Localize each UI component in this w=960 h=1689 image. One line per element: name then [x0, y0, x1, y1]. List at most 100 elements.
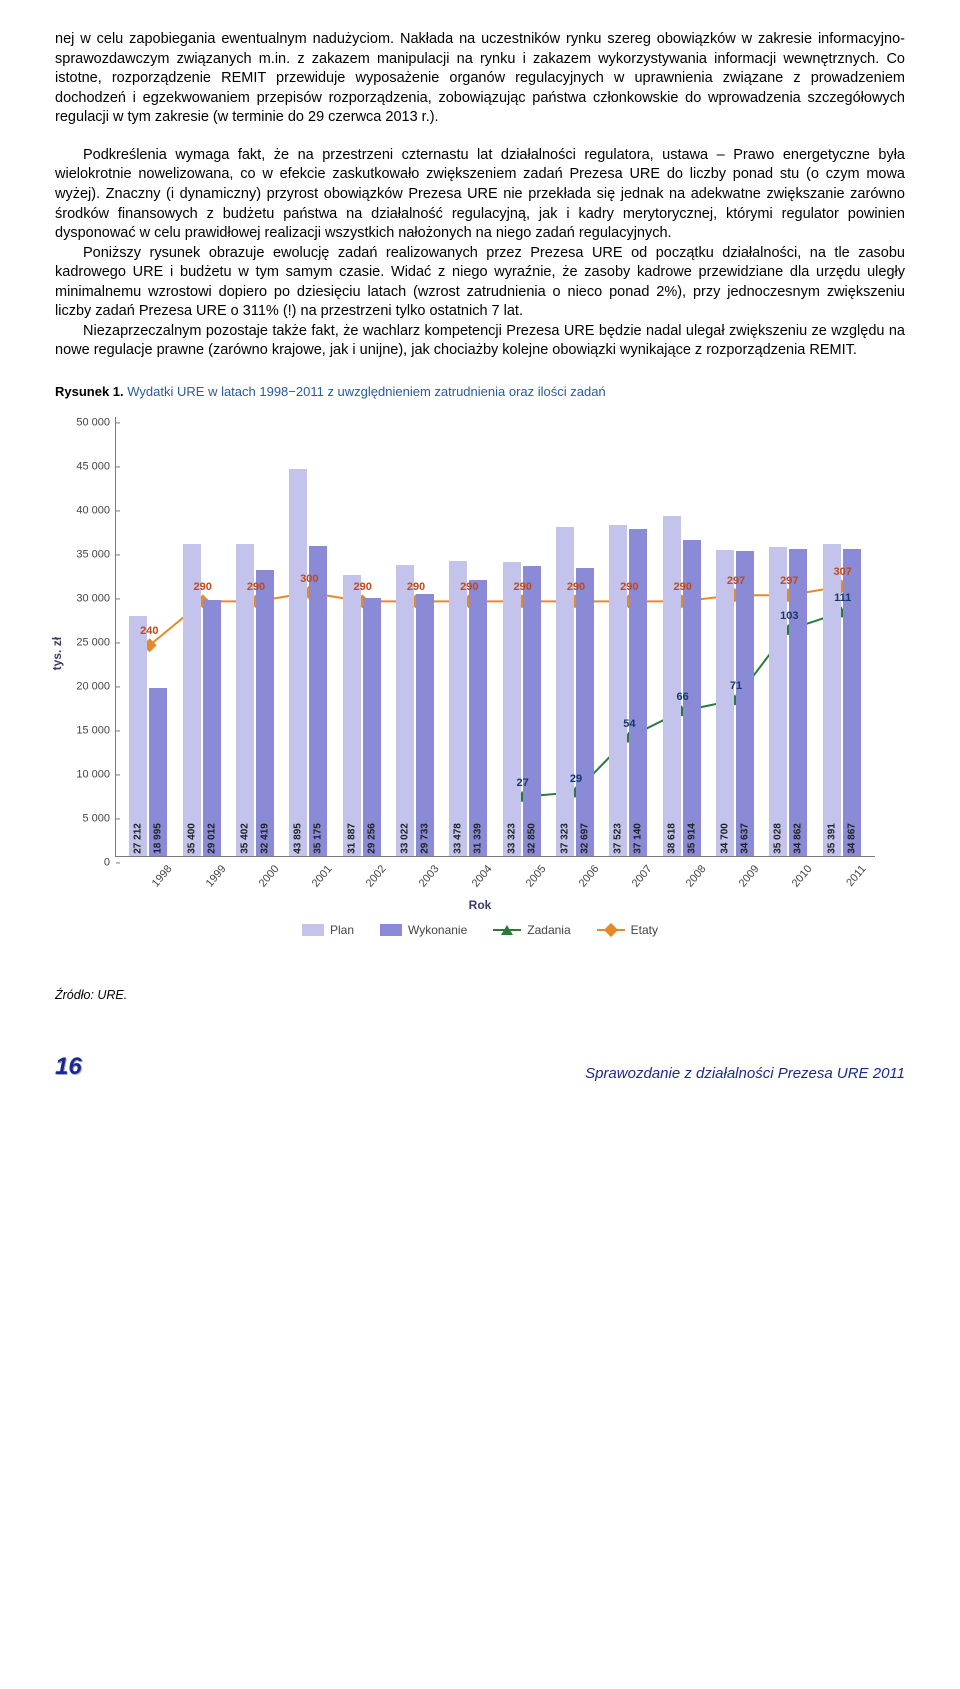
zadania-value-label: 103 [780, 609, 798, 624]
y-tick: 15 000 [61, 723, 116, 738]
bar-plan-value: 35 028 [772, 836, 786, 854]
x-tick: 1999 [179, 856, 230, 910]
figure-caption: Rysunek 1. Wydatki URE w latach 1998−201… [55, 383, 905, 401]
bar-wykonanie-value: 29 256 [365, 836, 379, 854]
bar-wykonanie-value: 32 419 [258, 836, 272, 854]
bar-wykonanie [789, 549, 807, 856]
bar-wykonanie [576, 568, 594, 856]
x-tick: 2007 [605, 856, 656, 910]
etaty-value-label: 240 [140, 625, 158, 640]
bar-plan [129, 616, 147, 855]
bar-plan-value: 38 618 [665, 836, 679, 854]
etaty-value-label: 290 [673, 581, 691, 596]
bar-plan-value: 35 402 [238, 836, 252, 854]
bar-wykonanie-value: 34 637 [738, 836, 752, 854]
etaty-value-label: 290 [193, 581, 211, 596]
y-tick: 0 [61, 855, 116, 870]
zadania-value-label: 71 [730, 680, 742, 695]
bar-wykonanie [203, 600, 221, 855]
bar-wykonanie-value: 34 867 [845, 836, 859, 854]
bar-wykonanie [416, 594, 434, 856]
bar-plan-value: 31 887 [345, 836, 359, 854]
etaty-value-label: 297 [780, 574, 798, 589]
x-tick: 1998 [125, 856, 176, 910]
x-tick: 2002 [339, 856, 390, 910]
legend-zadania-label: Zadania [527, 922, 570, 938]
bar-wykonanie-value: 29 012 [205, 836, 219, 854]
legend-zadania: Zadania [493, 922, 570, 938]
etaty-value-label: 300 [300, 572, 318, 587]
etaty-value-label: 307 [833, 566, 851, 581]
bar-plan-value: 37 323 [558, 836, 572, 854]
etaty-value-label: 290 [353, 581, 371, 596]
bar-plan [503, 562, 521, 855]
bar-wykonanie [629, 529, 647, 856]
zadania-value-label: 29 [570, 772, 582, 787]
bar-wykonanie-value: 34 862 [792, 836, 806, 854]
x-tick: 2009 [712, 856, 763, 910]
bar-wykonanie-value: 32 850 [525, 836, 539, 854]
etaty-value-label: 290 [620, 581, 638, 596]
bar-plan-value: 37 523 [612, 836, 626, 854]
bar-wykonanie-value: 18 995 [152, 836, 166, 854]
legend-wykonanie: Wykonanie [380, 922, 467, 938]
page-footer: 16 Sprawozdanie z działalności Prezesa U… [0, 1023, 960, 1103]
etaty-value-label: 290 [567, 581, 585, 596]
bar-plan [769, 547, 787, 855]
y-tick: 10 000 [61, 767, 116, 782]
bar-wykonanie [256, 570, 274, 855]
x-tick: 2008 [659, 856, 710, 910]
zadania-value-label: 66 [677, 691, 689, 706]
chart-lines [116, 417, 875, 856]
swatch-wykonanie [380, 924, 402, 936]
legend-etaty-label: Etaty [631, 922, 658, 938]
bar-plan-value: 35 400 [185, 836, 199, 854]
bar-plan [663, 516, 681, 856]
legend-plan-label: Plan [330, 922, 354, 938]
legend-plan: Plan [302, 922, 354, 938]
footer-title: Sprawozdanie z działalności Prezesa URE … [585, 1064, 905, 1084]
bar-plan [343, 575, 361, 856]
bar-wykonanie-value: 35 175 [312, 836, 326, 854]
bar-plan-value: 33 022 [398, 836, 412, 854]
swatch-zadania [493, 929, 521, 931]
x-tick: 2003 [392, 856, 443, 910]
zadania-value-label: 111 [834, 592, 851, 607]
figure-caption-text: Wydatki URE w latach 1998−2011 z uwzględ… [127, 384, 605, 399]
etaty-value-label: 290 [513, 581, 531, 596]
paragraph-4: Niezaprzeczalnym pozostaje także fakt, ż… [55, 322, 905, 361]
bar-wykonanie [363, 598, 381, 855]
legend-etaty: Etaty [597, 922, 658, 938]
chart-legend: Plan Wykonanie Zadania Etaty [302, 922, 658, 938]
bar-wykonanie [523, 566, 541, 855]
x-axis-label: Rok [469, 897, 492, 913]
bar-wykonanie [309, 546, 327, 856]
y-tick: 5 000 [61, 811, 116, 826]
bar-plan-value: 33 478 [452, 836, 466, 854]
bar-plan-value: 27 212 [132, 836, 146, 854]
y-tick: 35 000 [61, 547, 116, 562]
etaty-value-label: 290 [407, 581, 425, 596]
bar-plan [716, 550, 734, 855]
bar-plan [556, 527, 574, 855]
figure-label-bold: Rysunek 1. [55, 384, 124, 399]
paragraph-1: nej w celu zapobiegania ewentualnym nadu… [55, 30, 905, 128]
zadania-value-label: 54 [623, 717, 635, 732]
zadania-value-label: 27 [517, 776, 529, 791]
bar-wykonanie-value: 35 914 [685, 836, 699, 854]
page-number: 16 [55, 1051, 82, 1083]
paragraph-3: Poniższy rysunek obrazuje ewolucję zadań… [55, 244, 905, 322]
bar-wykonanie [469, 580, 487, 856]
etaty-value-label: 290 [247, 581, 265, 596]
bar-plan [396, 565, 414, 856]
x-tick: 2005 [499, 856, 550, 910]
y-tick: 20 000 [61, 679, 116, 694]
bar-wykonanie [736, 551, 754, 856]
expenditure-chart: tys. zł 05 00010 00015 00020 00025 00030… [55, 407, 905, 967]
bar-wykonanie-value: 37 140 [632, 836, 646, 854]
y-tick: 25 000 [61, 635, 116, 650]
etaty-value-label: 290 [460, 581, 478, 596]
x-tick: 2006 [552, 856, 603, 910]
bar-plan [609, 525, 627, 855]
y-tick: 45 000 [61, 459, 116, 474]
